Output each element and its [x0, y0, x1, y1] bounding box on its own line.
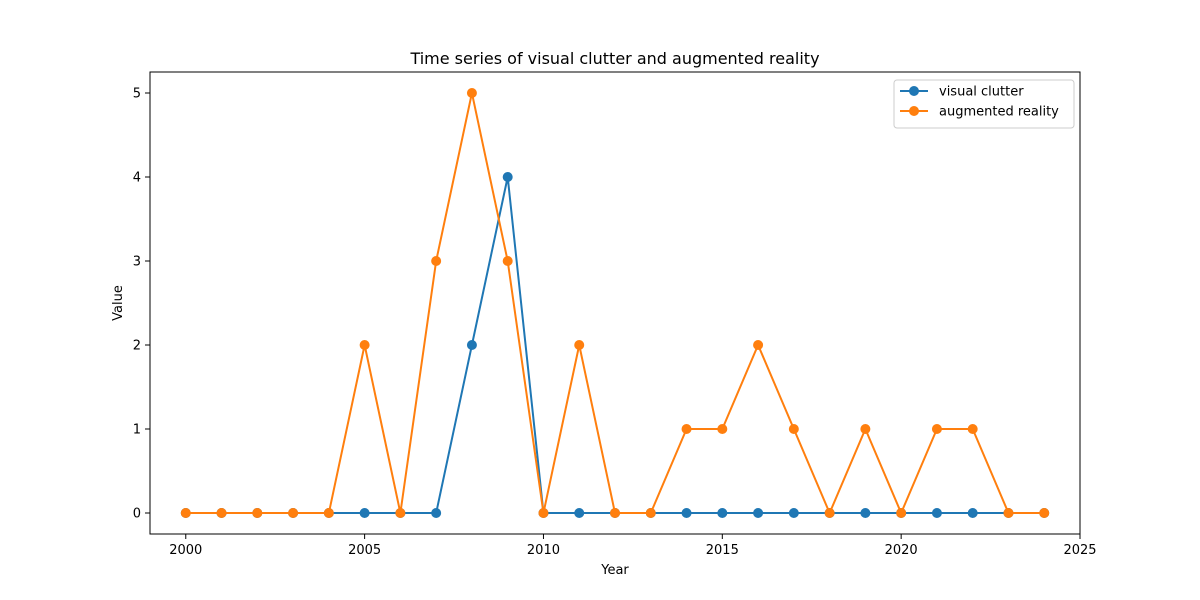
data-point [753, 340, 764, 350]
data-point [788, 508, 799, 518]
data-point [502, 256, 513, 266]
data-point [252, 508, 263, 518]
data-point [574, 340, 585, 350]
y-tick-label: 3 [133, 255, 141, 270]
x-tick-label: 2000 [169, 543, 202, 558]
y-tick-label: 2 [133, 339, 141, 354]
legend: visual clutter augmented reality [893, 79, 1075, 129]
y-axis: 0 1 2 3 4 5 [133, 87, 150, 522]
data-point [466, 340, 477, 350]
data-point [681, 424, 692, 434]
y-tick-label: 0 [133, 507, 141, 522]
data-point [931, 508, 942, 518]
chart-title: Time series of visual clutter and augmen… [409, 49, 819, 68]
data-point [681, 508, 692, 518]
x-tick-label: 2025 [1063, 543, 1096, 558]
data-point [574, 508, 585, 518]
data-point [645, 508, 656, 518]
x-tick-label: 2010 [527, 543, 560, 558]
legend-label: augmented reality [939, 105, 1059, 120]
y-tick-label: 4 [133, 171, 141, 186]
legend-swatch-marker [909, 86, 919, 96]
y-tick-label: 1 [133, 423, 141, 438]
x-axis: 2000 2005 2010 2015 2020 2025 [169, 534, 1097, 558]
y-axis-label: Value [111, 285, 126, 321]
data-point [323, 508, 334, 518]
plot-area [149, 71, 1081, 535]
data-point [860, 424, 871, 434]
legend-box [893, 79, 1075, 129]
data-point [216, 508, 227, 518]
series-augmented-reality [180, 88, 1050, 518]
data-point [502, 172, 513, 182]
data-point [610, 508, 620, 518]
data-point [1003, 508, 1014, 518]
data-point [967, 508, 978, 518]
legend-label: visual clutter [939, 85, 1024, 100]
y-tick-label: 5 [133, 87, 141, 102]
series-visual-clutter [180, 172, 1050, 518]
x-tick-label: 2020 [885, 543, 918, 558]
data-point [896, 508, 907, 518]
data-point [359, 340, 370, 350]
data-point [288, 508, 299, 518]
data-point [431, 508, 442, 518]
data-point [860, 508, 871, 518]
series-line [185, 92, 1045, 514]
data-point [395, 508, 406, 518]
data-point [359, 508, 370, 518]
data-point [431, 256, 442, 266]
data-point [717, 508, 728, 518]
data-point [931, 424, 942, 434]
data-point [967, 424, 978, 434]
x-axis-label: Year [600, 563, 629, 578]
data-point [824, 508, 835, 518]
data-point [180, 508, 191, 518]
data-point [717, 424, 728, 434]
data-point [466, 88, 477, 98]
legend-swatch-marker [909, 106, 919, 116]
data-point [1039, 508, 1050, 518]
series-line [185, 176, 1045, 514]
x-tick-label: 2015 [706, 543, 739, 558]
x-tick-label: 2005 [348, 543, 381, 558]
series-layer [180, 88, 1050, 518]
data-point [538, 508, 549, 518]
data-point [788, 424, 799, 434]
data-point [753, 508, 764, 518]
